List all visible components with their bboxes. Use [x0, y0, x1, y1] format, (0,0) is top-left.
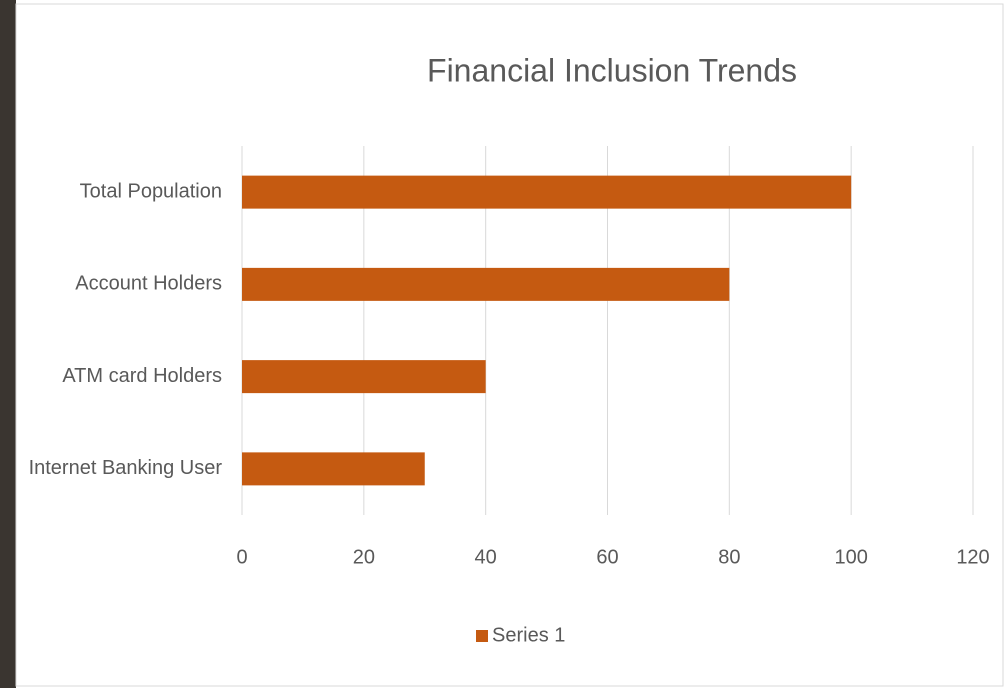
y-tick-label: Internet Banking User	[29, 457, 223, 479]
bar	[242, 267, 730, 301]
y-tick-label: ATM card Holders	[62, 365, 222, 387]
legend-swatch	[476, 630, 488, 642]
x-tick-label: 40	[475, 546, 497, 568]
bar	[242, 175, 852, 209]
x-tick-label: 100	[834, 546, 867, 568]
y-tick-label: Total Population	[80, 180, 222, 202]
background-strip	[0, 0, 16, 688]
x-tick-label: 20	[353, 546, 375, 568]
x-tick-label: 0	[236, 546, 247, 568]
y-tick-label: Account Holders	[75, 273, 222, 295]
x-tick-label: 60	[596, 546, 618, 568]
x-tick-label: 120	[956, 546, 989, 568]
x-tick-label: 80	[718, 546, 740, 568]
chart-title: Financial Inclusion Trends	[427, 52, 797, 88]
chart-panel	[15, 3, 1004, 687]
legend-label: Series 1	[492, 624, 565, 646]
bar	[242, 360, 486, 394]
bar	[242, 452, 425, 486]
